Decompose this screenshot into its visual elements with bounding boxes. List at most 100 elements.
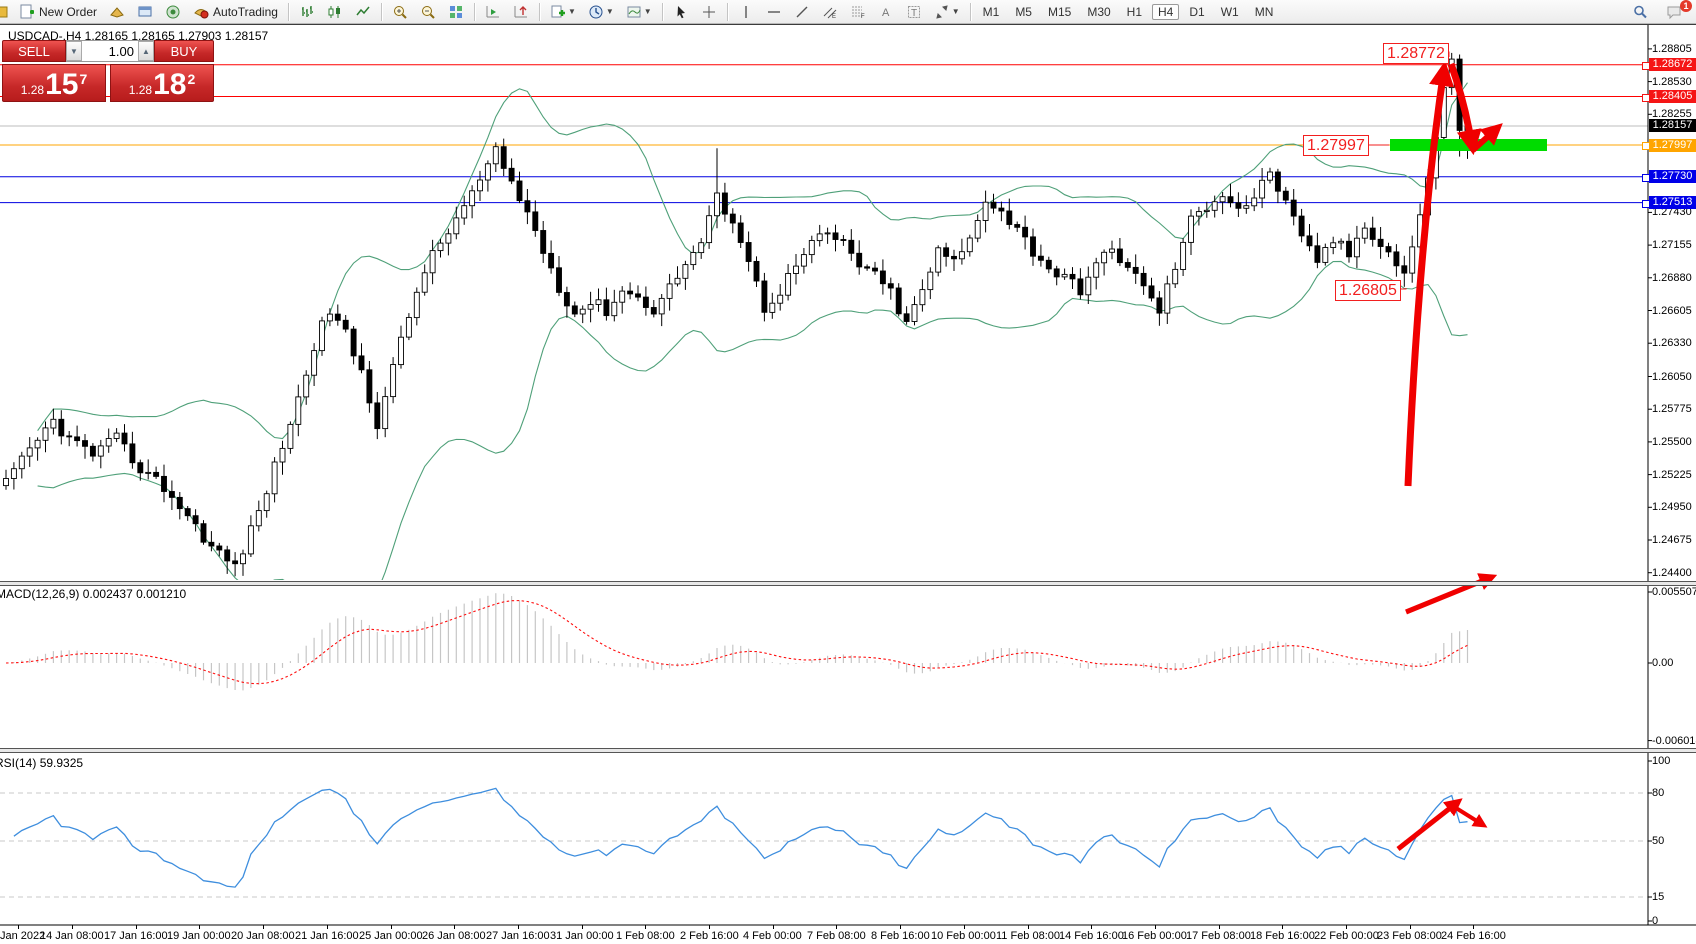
strategy-tester-icon (165, 4, 181, 20)
tab-timeframe-m15[interactable]: M15 (1047, 4, 1072, 19)
price-tick: 1.25775 (1652, 403, 1692, 415)
templates-icon (626, 4, 642, 20)
annotation-low-1-26805[interactable]: 1.26805 (1335, 280, 1401, 301)
time-axis-tick (964, 925, 965, 929)
hline-marker[interactable] (1642, 200, 1650, 208)
buy-price-display[interactable]: 1.28 18 2 (110, 64, 214, 102)
tab-timeframe-w1[interactable]: W1 (1220, 4, 1239, 19)
time-axis-label: 14 Jan 08:00 (40, 930, 104, 942)
rsi-panel-splitter[interactable] (0, 748, 1696, 753)
strategy-tester-button[interactable] (161, 3, 185, 21)
bar-chart-button[interactable] (295, 3, 319, 21)
autotrading-icon (193, 4, 209, 20)
macd-panel-splitter[interactable] (0, 581, 1696, 586)
time-axis-tick (263, 925, 264, 929)
price-tag-1-28672: 1.28672 (1649, 58, 1696, 71)
tile-windows-button[interactable] (444, 3, 468, 21)
time-axis-tick (136, 925, 137, 929)
timeframe-toolbar: M1 M5 M15 M30 H1 H4 D1 W1 MN (974, 0, 1283, 23)
arrows-button[interactable]: ▼ (930, 3, 964, 21)
channel-button[interactable]: E (818, 3, 842, 21)
text-label-button[interactable]: T (902, 3, 926, 21)
time-axis-label: 19 Jan 00:00 (167, 930, 231, 942)
price-tag-1-28405: 1.28405 (1649, 90, 1696, 103)
search-icon (1632, 4, 1648, 20)
chat-button[interactable]: 1 (1662, 0, 1692, 21)
rsi-axis-tick: 50 (1652, 835, 1665, 847)
tab-timeframe-h1[interactable]: H1 (1126, 4, 1143, 19)
vertical-line-button[interactable] (734, 3, 758, 21)
zoom-in-button[interactable] (388, 3, 412, 21)
equidistant-channel-icon: E (822, 4, 838, 20)
hline-marker[interactable] (1642, 142, 1650, 150)
one-click-trade-panel: SELL ▼ ▲ BUY 1.28 15 7 1.28 18 2 (2, 40, 214, 102)
tab-timeframe-mn[interactable]: MN (1254, 4, 1274, 19)
rsi-down-arrow[interactable] (1454, 806, 1488, 828)
profiles-button[interactable] (105, 3, 129, 21)
price-tick: 1.24400 (1652, 567, 1692, 579)
volume-decrease-button[interactable]: ▼ (65, 41, 82, 61)
volume-input[interactable] (81, 41, 138, 61)
trendline-button[interactable] (790, 3, 814, 21)
time-axis-label: 24 Feb 16:00 (1441, 930, 1506, 942)
time-axis-tick (1091, 925, 1092, 929)
cursor-button[interactable] (669, 3, 693, 21)
hline-marker[interactable] (1642, 174, 1650, 182)
periods-button[interactable]: ▼ (584, 3, 618, 21)
horizontal-line-button[interactable] (762, 3, 786, 21)
line-chart-button[interactable] (351, 3, 375, 21)
highlight-zone[interactable] (1390, 139, 1547, 151)
crosshair-button[interactable] (697, 3, 721, 21)
annotation-high-1-28772[interactable]: 1.28772 (1383, 43, 1449, 64)
hline-marker[interactable] (1642, 94, 1650, 102)
fibonacci-button[interactable]: F (846, 3, 870, 21)
time-axis-tick (391, 925, 392, 929)
volume-increase-button[interactable]: ▲ (137, 41, 154, 61)
tab-timeframe-d1[interactable]: D1 (1189, 4, 1205, 19)
sell-price-pips: 15 (45, 68, 79, 101)
tab-timeframe-m1[interactable]: M1 (982, 4, 1000, 19)
hline-marker[interactable] (1642, 62, 1650, 70)
sell-price-base: 1.28 (20, 83, 45, 97)
svg-text:T: T (911, 8, 917, 19)
time-axis-tick (1028, 925, 1029, 929)
sell-price-display[interactable]: 1.28 15 7 (2, 64, 106, 102)
time-axis-tick (1410, 925, 1411, 929)
buy-button[interactable]: BUY (153, 40, 214, 62)
tab-timeframe-h4[interactable]: H4 (1152, 3, 1180, 20)
new-order-button[interactable]: New Order (15, 3, 101, 21)
zoom-out-button[interactable] (416, 3, 440, 21)
candlestick-chart-button[interactable] (323, 3, 347, 21)
data-window-button[interactable] (133, 3, 157, 21)
cursor-icon (673, 4, 689, 20)
text-button[interactable]: A (874, 3, 898, 21)
rally-up-arrow[interactable] (1404, 60, 1455, 487)
bounce-up-arrow[interactable] (1470, 123, 1503, 153)
tab-timeframe-m30[interactable]: M30 (1087, 4, 1111, 19)
rsi-axis-tick: 15 (1652, 891, 1665, 903)
annotation-level-1-27997[interactable]: 1.27997 (1303, 135, 1369, 156)
indicators-icon (550, 4, 566, 20)
text-label-icon: T (906, 4, 922, 20)
drop-down-arrow[interactable] (1447, 62, 1482, 156)
templates-button[interactable]: ▼ (622, 3, 656, 21)
chart-shift-button[interactable] (509, 3, 533, 21)
autotrading-button[interactable]: AutoTrading (189, 3, 282, 21)
time-axis-tick (1219, 925, 1220, 929)
time-axis-tick (645, 925, 646, 929)
time-axis-label: 11 Feb 08:00 (996, 930, 1061, 942)
tab-timeframe-m5[interactable]: M5 (1015, 4, 1032, 19)
auto-scroll-button[interactable] (481, 3, 505, 21)
time-axis-tick (18, 925, 19, 929)
profiles-icon (109, 4, 125, 20)
sell-button[interactable]: SELL (2, 40, 66, 62)
price-tick: 1.28805 (1652, 43, 1692, 55)
price-tick: 1.26605 (1652, 305, 1692, 317)
toolbar-separator (380, 2, 382, 21)
data-window-icon (137, 4, 153, 20)
search-button[interactable] (1628, 3, 1652, 21)
rsi-up-arrow[interactable] (1396, 798, 1463, 851)
indicators-button[interactable]: ▼ (546, 3, 580, 21)
